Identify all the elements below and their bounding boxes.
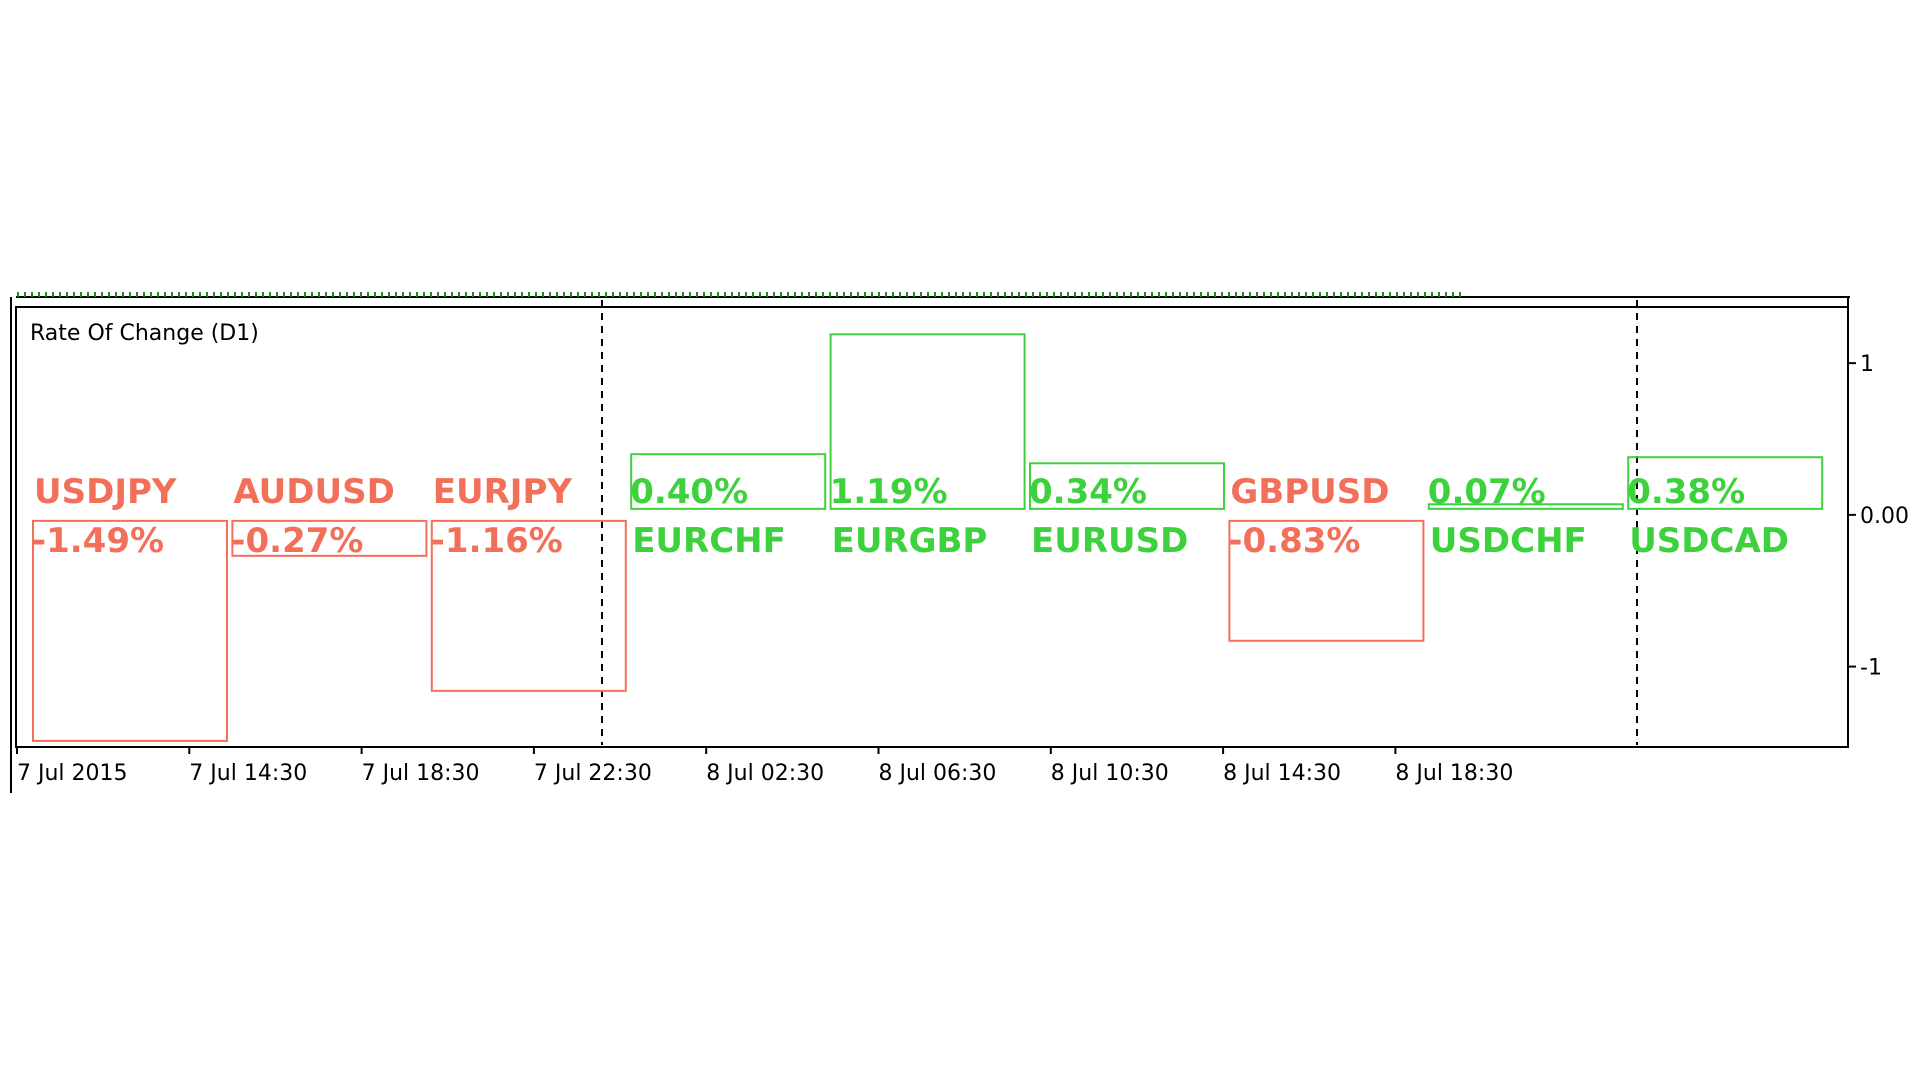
x-tick-label: 7 Jul 2015 [17,761,128,786]
panel-title: Rate Of Change (D1) [30,321,259,346]
x-tick-label: 8 Jul 02:30 [706,761,824,786]
pair-label-eurjpy: EURJPY [433,472,573,512]
x-tick-label: 8 Jul 14:30 [1223,761,1341,786]
x-tick-label: 7 Jul 14:30 [189,761,307,786]
value-label-eurchf: 0.40% [630,472,748,512]
value-label-usdjpy: -1.49% [32,521,164,561]
value-label-usdcad: 0.38% [1627,472,1745,512]
value-label-eurgbp: 1.19% [830,472,948,512]
pair-label-gbpusd: GBPUSD [1230,472,1389,512]
x-tick-label: 8 Jul 18:30 [1395,761,1513,786]
pair-label-usdchf: USDCHF [1430,521,1587,561]
bar-eurjpy [430,519,627,692]
value-label-eurjpy: -1.16% [431,521,563,561]
bar-audusd [231,519,428,557]
y-axis: 1 0.00 -1 [1847,297,1909,747]
pair-label-eurusd: EURUSD [1031,521,1188,561]
bar-usdcad [1627,456,1824,510]
value-label-eurusd: 0.34% [1029,472,1147,512]
pair-label-eurgbp: EURGBP [832,521,988,561]
x-axis: 7 Jul 2015 7 Jul 14:30 7 Jul 18:30 7 Jul 22… [16,747,1513,786]
bar-eurchf [630,453,827,510]
bar-gbpusd [1228,519,1425,642]
top-tick-strip [16,292,1850,298]
pair-label-eurchf: EURCHF [632,521,786,561]
value-label-usdchf: 0.07% [1428,472,1546,512]
bar-usdjpy [32,519,228,742]
x-tick-label: 8 Jul 10:30 [1051,761,1169,786]
pair-label-usdjpy: USDJPY [34,472,177,512]
x-tick-label: 8 Jul 06:30 [879,761,997,786]
bar-series: USDJPY -1.49% AUDUSD -0.27% EURJPY -1.16% EURC… [32,333,1824,742]
pair-label-usdcad: USDCAD [1629,521,1789,561]
value-label-gbpusd: -0.83% [1228,521,1360,561]
value-label-audusd: -0.27% [231,521,363,561]
bar-eurusd [1029,462,1225,510]
x-tick-label: 7 Jul 22:30 [534,761,652,786]
pair-label-audusd: AUDUSD [233,472,394,512]
y-tick-label: -1 [1860,656,1882,681]
bar-eurgbp [829,333,1026,510]
bar-usdchf [1427,503,1624,510]
x-tick-label: 7 Jul 18:30 [362,761,480,786]
y-tick-label: 1 [1860,352,1874,377]
y-tick-label: 0.00 [1860,504,1909,529]
